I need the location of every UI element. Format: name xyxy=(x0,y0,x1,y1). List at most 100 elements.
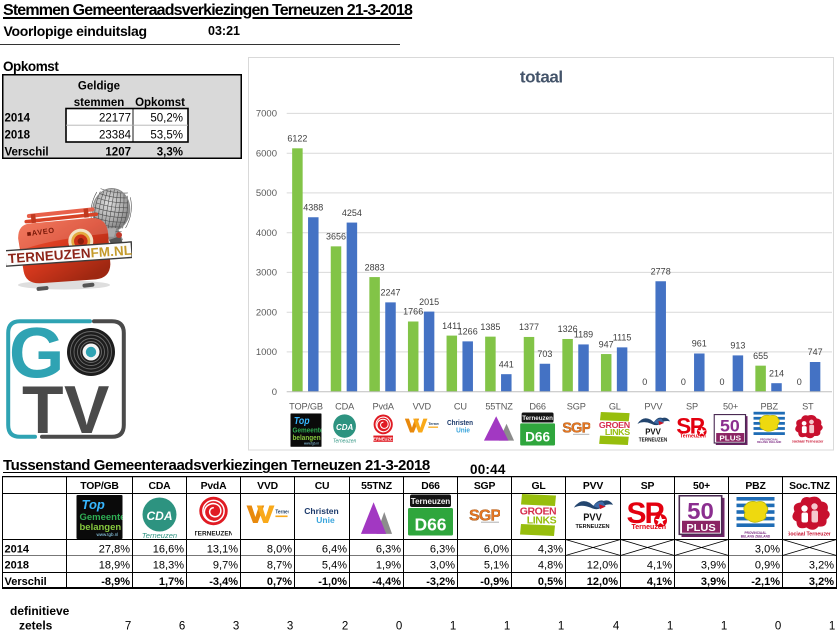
svg-text:0,5%: 0,5% xyxy=(538,576,563,588)
svg-text:SP: SP xyxy=(686,402,698,412)
svg-text:Terneuzen: Terneuzen xyxy=(522,415,553,422)
svg-text:Terneuzen: Terneuzen xyxy=(632,524,667,531)
svg-text:0: 0 xyxy=(681,377,686,387)
svg-text:-1,0%: -1,0% xyxy=(318,576,347,588)
svg-text:747: 747 xyxy=(808,347,823,357)
svg-text:2018: 2018 xyxy=(5,129,31,141)
svg-text:Top: Top xyxy=(82,497,105,512)
svg-text:■AVEO: ■AVEO xyxy=(26,226,55,239)
svg-text:3: 3 xyxy=(233,620,239,632)
svg-text:1411: 1411 xyxy=(442,321,461,331)
svg-text:1,7%: 1,7% xyxy=(159,576,184,588)
svg-text:55TNZ: 55TNZ xyxy=(361,481,393,492)
svg-text:703: 703 xyxy=(537,349,552,359)
svg-text:4254: 4254 xyxy=(342,208,362,218)
svg-text:Unie: Unie xyxy=(316,515,335,525)
svg-text:50+: 50+ xyxy=(693,481,710,492)
svg-text:5000: 5000 xyxy=(256,188,277,199)
svg-text:3,0%: 3,0% xyxy=(430,560,455,572)
svg-text:D66: D66 xyxy=(414,515,446,535)
svg-text:Verschil: Verschil xyxy=(5,576,47,588)
svg-text:TERNEUZEN: TERNEUZEN xyxy=(371,436,396,441)
svg-text:GROEN: GROEN xyxy=(599,420,630,430)
svg-text:0,7%: 0,7% xyxy=(267,576,292,588)
svg-text:4,8%: 4,8% xyxy=(538,560,563,572)
svg-text:2014: 2014 xyxy=(5,112,31,124)
svg-text:VVD: VVD xyxy=(257,481,278,492)
svg-text:Christen: Christen xyxy=(304,506,338,516)
svg-text:TV: TV xyxy=(22,372,110,439)
svg-text:GROEN: GROEN xyxy=(520,506,557,518)
svg-text:PLUS: PLUS xyxy=(719,434,741,443)
svg-text:18,9%: 18,9% xyxy=(99,560,130,572)
svg-text:Soc.TNZ: Soc.TNZ xyxy=(789,481,831,492)
svg-text:-4,4%: -4,4% xyxy=(372,576,401,588)
svg-text:totaal: totaal xyxy=(520,68,563,87)
svg-text:-3,2%: -3,2% xyxy=(426,576,455,588)
svg-text:TERNEUZEN: TERNEUZEN xyxy=(639,437,668,443)
svg-text:4000: 4000 xyxy=(256,228,277,239)
svg-text:5,4%: 5,4% xyxy=(322,560,347,572)
svg-text:50,2%: 50,2% xyxy=(150,112,183,124)
svg-text:23384: 23384 xyxy=(99,129,132,141)
svg-text:-3,4%: -3,4% xyxy=(209,576,238,588)
svg-text:CU: CU xyxy=(315,481,330,492)
svg-text:Sociaal Terneuzen: Sociaal Terneuzen xyxy=(787,532,832,538)
svg-text:1: 1 xyxy=(829,620,835,632)
svg-text:8,7%: 8,7% xyxy=(267,560,292,572)
svg-text:-8,9%: -8,9% xyxy=(101,576,130,588)
svg-text:3,3%: 3,3% xyxy=(157,146,183,158)
svg-text:Terneuzen: Terneuzen xyxy=(275,509,298,515)
svg-text:D66: D66 xyxy=(529,402,545,412)
svg-text:-2,1%: -2,1% xyxy=(751,576,780,588)
svg-text:7000: 7000 xyxy=(256,109,277,120)
svg-text:LINKS: LINKS xyxy=(605,427,631,437)
svg-text:50: 50 xyxy=(720,416,740,436)
svg-text:PROVINCIAAL: PROVINCIAAL xyxy=(760,438,779,442)
svg-text:PVV: PVV xyxy=(583,512,602,523)
svg-text:1: 1 xyxy=(558,620,564,632)
svg-text:6000: 6000 xyxy=(256,148,277,159)
svg-text:Terneuzen: Terneuzen xyxy=(411,497,451,506)
svg-text:D66: D66 xyxy=(525,428,550,444)
svg-text:2000: 2000 xyxy=(256,307,277,318)
svg-text:1266: 1266 xyxy=(458,327,478,337)
svg-text:PBZ: PBZ xyxy=(760,402,778,412)
svg-text:4: 4 xyxy=(613,620,620,632)
svg-text:BELANG ZEELAND: BELANG ZEELAND xyxy=(757,440,781,444)
svg-text:12,0%: 12,0% xyxy=(587,560,618,572)
svg-text:GL: GL xyxy=(531,481,546,492)
svg-text:www.tgb.nl: www.tgb.nl xyxy=(97,532,119,537)
svg-text:CU: CU xyxy=(454,402,467,412)
svg-text:3,9%: 3,9% xyxy=(701,576,726,588)
svg-text:PvdA: PvdA xyxy=(373,402,395,412)
svg-text:50+: 50+ xyxy=(723,402,738,412)
svg-text:5,1%: 5,1% xyxy=(484,560,509,572)
svg-text:TOP/GB: TOP/GB xyxy=(289,402,323,412)
svg-text:1: 1 xyxy=(504,620,510,632)
svg-text:Opkomst: Opkomst xyxy=(135,97,185,109)
svg-text:ST: ST xyxy=(802,402,814,412)
svg-text:0: 0 xyxy=(775,620,781,632)
svg-text:2014: 2014 xyxy=(5,543,30,555)
svg-text:PVV: PVV xyxy=(644,402,663,412)
svg-text:Gemeente: Gemeente xyxy=(293,427,324,434)
svg-text:1: 1 xyxy=(450,620,456,632)
svg-text:1766: 1766 xyxy=(403,307,423,317)
svg-text:PVV: PVV xyxy=(583,481,603,492)
svg-text:G: G xyxy=(9,319,64,394)
svg-text:2018: 2018 xyxy=(5,560,29,572)
svg-text:22177: 22177 xyxy=(99,112,131,124)
svg-text:16,6%: 16,6% xyxy=(153,543,184,555)
svg-text:441: 441 xyxy=(499,359,514,369)
svg-text:1: 1 xyxy=(667,620,673,632)
svg-text:PROVINCIAAL: PROVINCIAAL xyxy=(745,531,767,535)
svg-text:Terneuzen: Terneuzen xyxy=(680,434,706,440)
svg-text:0: 0 xyxy=(272,387,277,398)
svg-text:SGP: SGP xyxy=(474,481,496,492)
svg-text:Verschil: Verschil xyxy=(5,146,49,158)
svg-text:PLUS: PLUS xyxy=(686,522,715,534)
svg-text:www.tgb.nl: www.tgb.nl xyxy=(304,441,319,445)
svg-text:PVV: PVV xyxy=(645,427,661,436)
svg-text:stemmen: stemmen xyxy=(74,97,125,109)
